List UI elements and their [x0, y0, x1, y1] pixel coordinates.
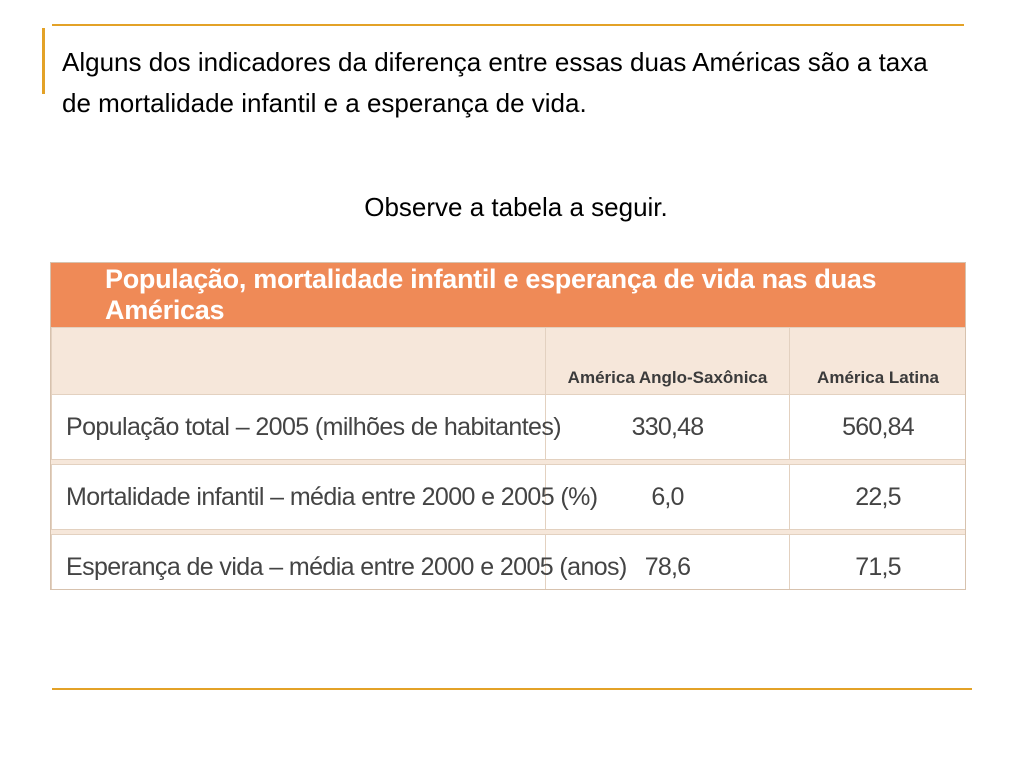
table-row-esperanca: Esperança de vida – média entre 2000 e 2… [51, 534, 965, 589]
bottom-accent-line [52, 688, 972, 690]
header-empty-cell [51, 327, 546, 395]
cell-latina: 560,84 [789, 394, 965, 460]
row-label: Mortalidade infantil – média entre 2000 … [51, 464, 598, 530]
instruction-text: Observe a tabela a seguir. [364, 192, 668, 222]
table-row-mortalidade: Mortalidade infantil – média entre 2000 … [51, 464, 965, 530]
table-row-populacao: População total – 2005 (milhões de habit… [51, 394, 965, 460]
header-america-latina: América Latina [789, 327, 965, 395]
data-table: América Anglo-Saxônica América Latina Po… [51, 327, 965, 589]
data-table-image: População, mortalidade infantil e espera… [50, 262, 966, 590]
left-accent-line [42, 28, 45, 94]
cell-latina: 22,5 [789, 464, 965, 530]
table-header-row: América Anglo-Saxônica América Latina [51, 327, 965, 395]
header-america-anglo-saxonica: América Anglo-Saxônica [545, 327, 790, 395]
intro-paragraph: Alguns dos indicadores da diferença entr… [62, 47, 928, 118]
table-title: População, mortalidade infantil e espera… [51, 263, 965, 327]
row-label: Esperança de vida – média entre 2000 e 2… [51, 534, 627, 589]
cell-anglo: 6,0 [545, 464, 790, 530]
top-accent-line [52, 24, 964, 26]
cell-anglo: 330,48 [545, 394, 790, 460]
cell-anglo: 78,6 [545, 534, 790, 589]
row-label: População total – 2005 (milhões de habit… [51, 394, 562, 460]
cell-latina: 71,5 [789, 534, 965, 589]
